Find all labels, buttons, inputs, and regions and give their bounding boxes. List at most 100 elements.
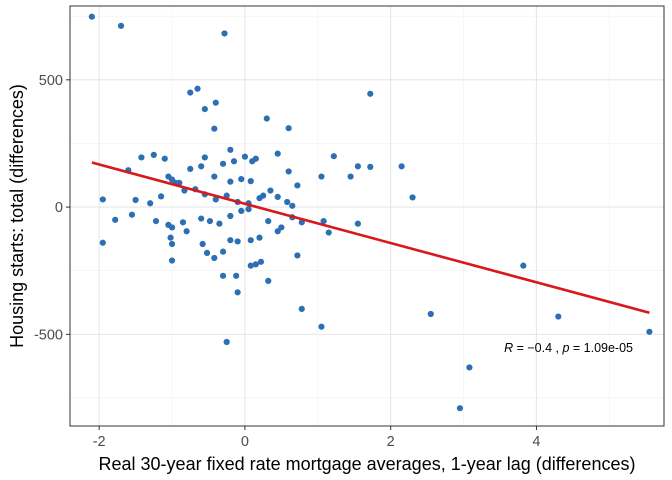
panel-background: [70, 6, 664, 426]
data-point: [289, 202, 296, 209]
correlation-annotation: R = −0.4 , p = 1.09e-05: [504, 341, 633, 355]
data-point: [161, 155, 168, 162]
data-point: [367, 163, 374, 170]
data-point: [150, 151, 157, 159]
data-point: [367, 90, 374, 97]
y-tick-label: -500: [34, 327, 63, 343]
data-point: [206, 217, 214, 225]
data-point: [230, 158, 238, 165]
data-point: [132, 196, 139, 204]
data-point: [88, 13, 95, 20]
data-point: [187, 89, 194, 96]
data-point: [187, 165, 194, 173]
annotation-p-symbol: p: [561, 341, 569, 355]
data-point: [179, 219, 187, 226]
data-point: [238, 175, 245, 183]
x-tick-label: 2: [387, 434, 395, 450]
data-point: [294, 182, 301, 189]
data-point: [247, 262, 254, 269]
data-point: [555, 313, 562, 320]
x-tick-label: 4: [532, 434, 540, 450]
regression-line: [91, 161, 650, 314]
data-point: [99, 196, 106, 203]
data-point: [285, 125, 292, 132]
data-point: [212, 99, 219, 106]
data-point: [233, 272, 240, 279]
data-point: [167, 234, 174, 241]
data-point: [211, 173, 218, 180]
data-point: [158, 193, 165, 200]
data-point: [427, 310, 434, 318]
data-point: [265, 217, 272, 225]
data-point: [298, 305, 305, 313]
data-point: [285, 168, 292, 175]
data-point: [263, 115, 270, 122]
y-axis-title: Housing starts: total (differences): [7, 84, 27, 348]
data-point: [168, 224, 176, 231]
data-point: [227, 237, 234, 244]
data-point: [245, 206, 252, 213]
data-point: [198, 215, 205, 222]
data-point: [256, 195, 263, 202]
data-point: [219, 272, 227, 279]
data-point: [241, 153, 249, 160]
annotation-r-value: = −0.4 ,: [513, 341, 562, 355]
data-point: [347, 173, 354, 180]
data-point: [247, 237, 254, 244]
data-point: [274, 150, 281, 157]
data-point: [227, 212, 234, 220]
data-point: [128, 211, 136, 218]
regression-line-group: [91, 161, 650, 314]
major-gridlines: [70, 6, 664, 426]
x-axis-title: Real 30-year fixed rate mortgage average…: [99, 454, 636, 474]
data-point: [238, 207, 245, 215]
data-point: [223, 338, 230, 346]
data-point: [252, 155, 259, 162]
data-point: [257, 258, 265, 265]
data-point: [227, 178, 234, 185]
data-point: [201, 105, 208, 113]
x-tick-label: -2: [93, 434, 106, 450]
data-point: [274, 193, 281, 201]
data-point: [325, 229, 332, 236]
data-point: [194, 85, 201, 92]
data-point: [466, 364, 473, 371]
data-point: [256, 234, 263, 241]
data-point: [265, 277, 272, 285]
data-point: [212, 196, 219, 203]
y-axis-ticks: -500 0 500: [34, 73, 70, 343]
data-point: [227, 146, 234, 153]
data-point: [318, 173, 325, 180]
data-point: [354, 220, 361, 227]
x-tick-label: 0: [241, 434, 249, 450]
data-point: [147, 200, 154, 207]
data-point: [409, 194, 416, 201]
data-point: [252, 261, 259, 268]
data-point: [234, 289, 241, 296]
annotation-r-symbol: R: [504, 341, 513, 355]
data-point: [152, 217, 160, 225]
data-point: [211, 125, 218, 132]
data-point: [183, 228, 190, 235]
data-point: [234, 238, 241, 245]
data-point: [117, 22, 125, 29]
data-point: [318, 323, 325, 330]
data-point: [201, 154, 208, 161]
data-point: [520, 262, 527, 269]
data-point: [646, 328, 653, 335]
data-point: [284, 198, 291, 206]
data-point: [267, 187, 274, 194]
data-point: [168, 240, 176, 248]
data-point: [99, 239, 106, 246]
data-point: [247, 178, 254, 185]
data-point: [456, 405, 464, 412]
y-tick-label: 500: [39, 73, 63, 89]
data-point: [354, 163, 361, 170]
data-point: [219, 160, 227, 167]
data-points: [88, 13, 653, 412]
data-point: [274, 228, 281, 235]
data-point: [398, 163, 405, 170]
data-point: [294, 252, 301, 259]
panel-border: [69, 5, 665, 427]
